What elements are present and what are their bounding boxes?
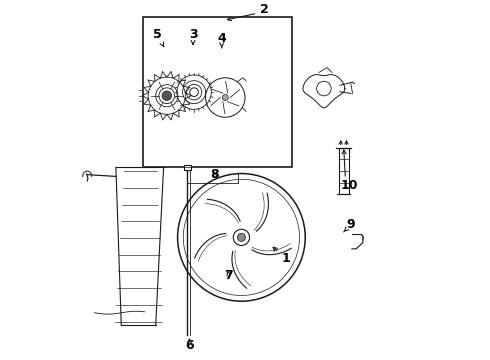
Text: 1: 1 [273,247,291,265]
Text: 9: 9 [343,218,355,232]
Text: 2: 2 [260,3,269,16]
Text: 5: 5 [153,28,164,47]
Text: 4: 4 [218,32,226,48]
Bar [339,148,349,194]
Circle shape [237,233,245,242]
Bar [184,165,191,170]
Text: 3: 3 [189,28,197,45]
Circle shape [222,95,228,100]
Circle shape [190,88,198,96]
Bar [143,17,292,167]
Text: 8: 8 [210,168,219,181]
Text: 6: 6 [185,339,194,352]
Text: 7: 7 [224,269,233,282]
Circle shape [162,91,171,100]
Text: 10: 10 [340,179,358,192]
